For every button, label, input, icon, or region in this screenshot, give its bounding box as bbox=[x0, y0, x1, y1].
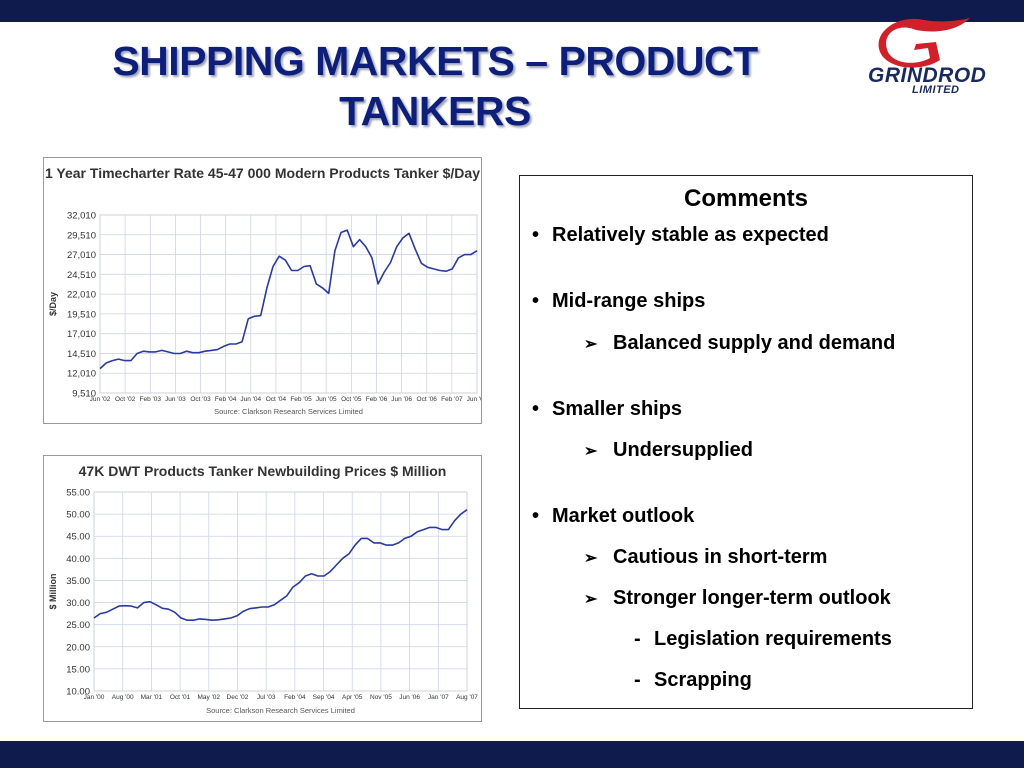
x-tick-label: Feb '04 bbox=[215, 396, 237, 403]
y-tick-label: 55.00 bbox=[66, 488, 90, 499]
comment-item: Scrapping bbox=[654, 669, 752, 691]
y-tick-label: 45.00 bbox=[66, 532, 90, 543]
y-tick-label: 20.00 bbox=[66, 642, 90, 653]
y-axis-label: $/Day bbox=[48, 292, 58, 316]
x-tick-label: Jun '06 bbox=[391, 396, 412, 403]
x-tick-label: Dec '02 bbox=[227, 694, 249, 701]
comment-item: Market outlook bbox=[552, 505, 695, 527]
x-tick-label: Mar '01 bbox=[141, 694, 163, 701]
logo-subtitle: LIMITED bbox=[912, 84, 960, 96]
x-tick-label: Jun '06 bbox=[399, 694, 420, 701]
y-tick-label: 14,510 bbox=[67, 349, 96, 360]
timecharter-rate-plot: 9,510 12,010 14,510 17,010 19,510 22,010 24,51… bbox=[48, 211, 481, 417]
y-tick-label: 17,010 bbox=[67, 329, 96, 340]
y-tick-label: 25.00 bbox=[66, 620, 90, 631]
x-tick-label: May '02 bbox=[197, 694, 220, 701]
y-tick-label: 22,010 bbox=[67, 290, 96, 301]
x-tick-label: Jun '03 bbox=[165, 396, 186, 403]
plot-area bbox=[93, 491, 468, 692]
newbuilding-price-plot: 10.00 15.00 20.00 25.00 30.00 35.00 40.00 45.00… bbox=[48, 488, 478, 716]
comment-item: Relatively stable as expected bbox=[552, 224, 829, 246]
y-tick-label: 12,010 bbox=[67, 369, 96, 380]
comments-heading: Comments bbox=[683, 185, 809, 212]
y-tick-label: 35.00 bbox=[66, 576, 90, 587]
x-tick-label: Oct '01 bbox=[170, 694, 191, 701]
y-tick-label: 40.00 bbox=[66, 554, 90, 565]
comment-item: Smaller ships bbox=[552, 398, 683, 420]
comments-panel: Comments • Relatively stable as expected •… bbox=[519, 175, 973, 709]
x-tick-label: Aug '00 bbox=[112, 694, 134, 701]
series-line bbox=[93, 509, 468, 621]
comment-marker: • bbox=[532, 224, 540, 246]
chart-title: 47K DWT Products Tanker Newbuilding Pric… bbox=[78, 463, 447, 479]
y-tick-label: 19,510 bbox=[67, 309, 96, 320]
x-tick-label: Jun '07 bbox=[467, 396, 481, 403]
comment-marker: - bbox=[634, 628, 641, 650]
x-tick-label: Feb '04 bbox=[284, 694, 306, 701]
comment-marker: • bbox=[532, 290, 540, 312]
slide-title: SHIPPING MARKETS – PRODUCT TANKERS bbox=[112, 38, 758, 134]
grindrod-logo-icon bbox=[878, 18, 970, 68]
x-tick-label: Oct '04 bbox=[266, 396, 287, 403]
x-tick-label: Jan '00 bbox=[84, 694, 105, 701]
comment-item: Cautious in short-term bbox=[613, 546, 828, 568]
newbuilding-price-chart: 10.00 15.00 20.00 25.00 30.00 35.00 40.00 45.00… bbox=[43, 455, 482, 722]
y-tick-label: 15.00 bbox=[66, 664, 90, 675]
x-tick-label: Feb '07 bbox=[441, 396, 463, 403]
comment-item: Legislation requirements bbox=[654, 628, 892, 650]
comment-marker: ➢ bbox=[584, 550, 598, 567]
x-tick-label: Jun '04 bbox=[240, 396, 261, 403]
y-tick-label: 9,510 bbox=[72, 389, 96, 400]
chart-source-note: Source: Clarkson Research Services Limit… bbox=[206, 706, 355, 715]
x-tick-label: Aug '07 bbox=[456, 694, 478, 701]
y-tick-label: 30.00 bbox=[66, 598, 90, 609]
x-tick-label: Feb '03 bbox=[140, 396, 162, 403]
y-tick-label: 10.00 bbox=[66, 687, 90, 698]
x-tick-label: Oct '03 bbox=[190, 396, 211, 403]
logo-wordmark: GRINDROD bbox=[868, 64, 987, 87]
x-tick-label: Jun '02 bbox=[90, 396, 111, 403]
series-line bbox=[99, 229, 478, 370]
x-tick-label: Apr '05 bbox=[342, 694, 363, 701]
comment-item: Mid-range ships bbox=[552, 290, 706, 312]
x-tick-label: Oct '06 bbox=[417, 396, 438, 403]
comments-list: • Relatively stable as expected • Mid-range… bbox=[520, 176, 972, 708]
chart-source-note: Source: Clarkson Research Services Limit… bbox=[214, 407, 363, 416]
y-tick-label: 24,510 bbox=[67, 270, 96, 281]
x-tick-label: Nov '05 bbox=[370, 694, 392, 701]
comment-marker: • bbox=[532, 398, 540, 420]
y-tick-label: 50.00 bbox=[66, 510, 90, 521]
y-tick-label: 29,510 bbox=[67, 230, 96, 241]
y-axis-label: $ Million bbox=[48, 574, 58, 610]
plot-area bbox=[99, 214, 478, 394]
x-tick-label: Oct '05 bbox=[341, 396, 362, 403]
x-tick-label: Jul '03 bbox=[257, 694, 276, 701]
comment-marker: - bbox=[634, 669, 641, 691]
x-tick-label: Jan '07 bbox=[428, 694, 449, 701]
x-tick-label: Feb '06 bbox=[366, 396, 388, 403]
x-tick-label: Feb '05 bbox=[290, 396, 312, 403]
x-tick-label: Oct '02 bbox=[115, 396, 136, 403]
comment-marker: ➢ bbox=[584, 443, 598, 460]
comment-item: Undersupplied bbox=[613, 439, 754, 461]
timecharter-rate-chart: 9,510 12,010 14,510 17,010 19,510 22,010 24,51… bbox=[43, 157, 482, 424]
comment-marker: • bbox=[532, 505, 540, 527]
comment-marker: ➢ bbox=[584, 336, 598, 353]
x-tick-label: Jun '05 bbox=[316, 396, 337, 403]
y-tick-label: 27,010 bbox=[67, 250, 96, 261]
comment-item: Balanced supply and demand bbox=[613, 332, 896, 354]
top-banner-bar bbox=[0, 0, 1024, 22]
comment-item: Stronger longer-term outlook bbox=[613, 587, 891, 609]
comment-marker: ➢ bbox=[584, 591, 598, 608]
chart-title: 1 Year Timecharter Rate 45-47 000 Modern… bbox=[45, 165, 480, 181]
bottom-banner-bar bbox=[0, 741, 1024, 768]
y-tick-label: 32,010 bbox=[67, 211, 96, 222]
x-tick-label: Sep '04 bbox=[313, 694, 335, 701]
